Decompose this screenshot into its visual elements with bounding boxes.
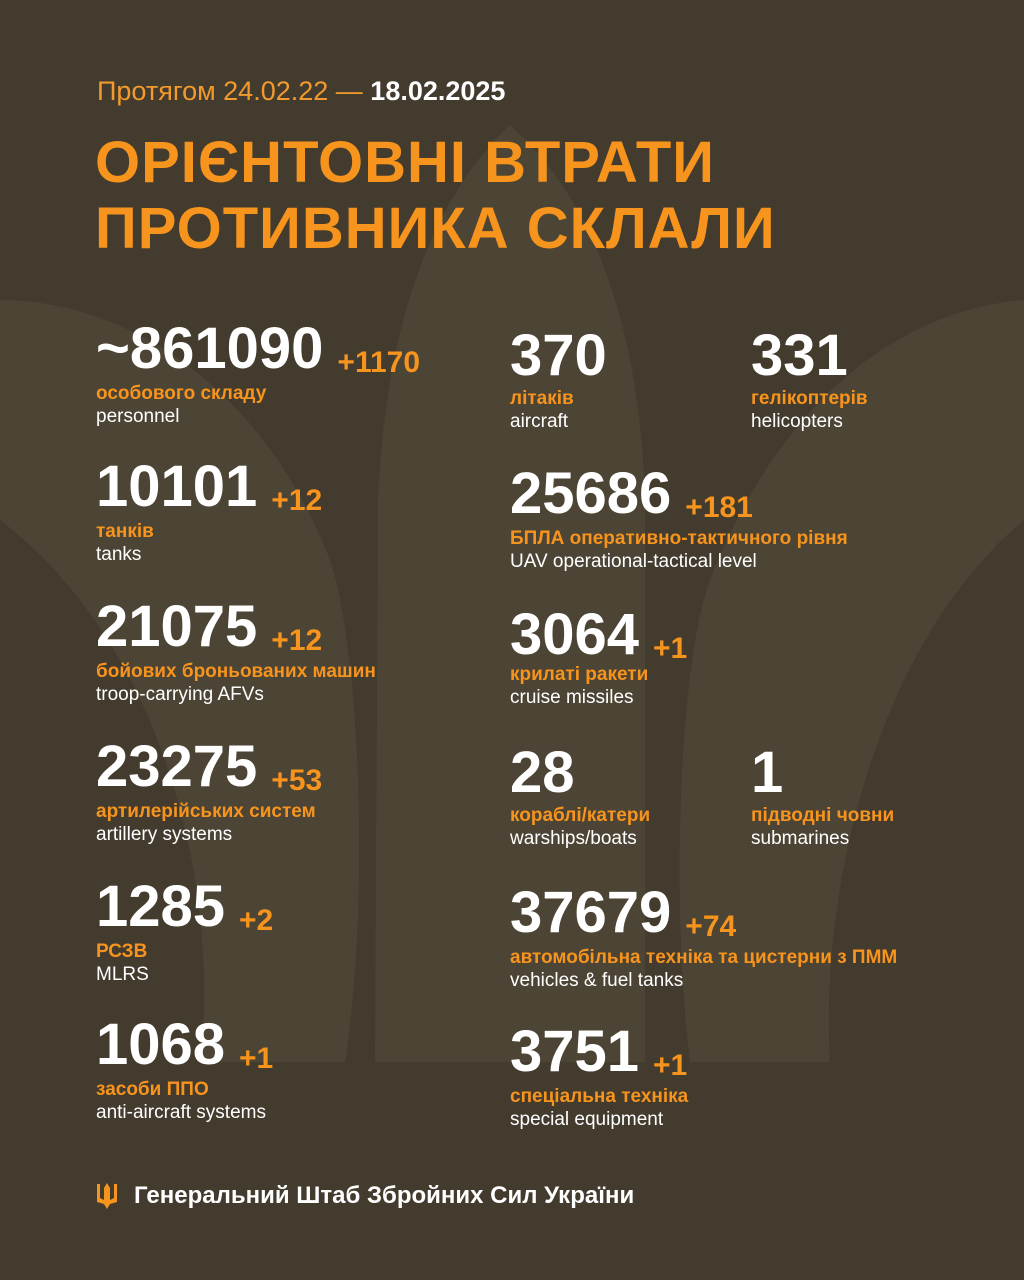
stat-delta: +2 [239, 904, 274, 937]
stat-label-en: vehicles & fuel tanks [510, 970, 684, 991]
stat-value: 25686 [510, 461, 672, 526]
stat-warships: 28 кораблі/катери warships/boats [510, 744, 650, 851]
stat-label-en: artillery systems [96, 824, 233, 845]
stat-label-en: cruise missiles [510, 687, 634, 708]
stat-label-ua: кораблі/катери [510, 805, 651, 826]
stat-submarines: 1 підводні човни submarines [751, 744, 894, 851]
stat-delta: +74 [685, 910, 737, 943]
stat-label-en: tanks [96, 544, 142, 565]
stat-afv: 21075 +12 бойових броньованих машин troop-c… [96, 598, 376, 707]
stat-value: 1068 [96, 1012, 226, 1077]
footer: Генеральний Штаб Збройних Сил України [96, 1182, 634, 1210]
stat-artillery: 23275 +53 артилерійських систем artillery s… [96, 738, 322, 847]
title-line-1: ОРІЄНТОВНІ ВТРАТИ [95, 130, 715, 195]
stat-label-ua: засоби ППО [96, 1079, 209, 1100]
stat-label-ua: танків [96, 521, 154, 542]
stat-delta: +12 [271, 624, 323, 657]
stat-mlrs: 1285 +2 РСЗВ MLRS [96, 878, 273, 987]
title-line-2: ПРОТИВНИКА СКЛАЛИ [95, 196, 776, 261]
stat-helicopters: 331 гелікоптерів helicopters [751, 327, 868, 434]
stat-label-ua: артилерійських систем [96, 801, 316, 822]
stat-cruise-missiles: 3064 +1 крилаті ракети cruise missiles [510, 606, 687, 710]
page-title: ОРІЄНТОВНІ ВТРАТИ ПРОТИВНИКА СКЛАЛИ [95, 130, 776, 262]
stat-value: 370 [510, 323, 607, 388]
stat-label-ua: автомобільна техніка та цистерни з ПММ [510, 947, 898, 968]
trident-icon [97, 1183, 117, 1209]
stat-delta: +1170 [337, 346, 421, 379]
stat-delta: +1 [653, 632, 688, 665]
stat-value: 3064 [510, 602, 640, 667]
stat-label-en: helicopters [751, 411, 843, 432]
stat-delta: +1 [653, 1049, 688, 1082]
stat-label-en: special equipment [510, 1109, 664, 1130]
stat-label-ua: РСЗВ [96, 941, 148, 962]
stat-value: 1285 [96, 874, 226, 939]
stat-value: 331 [751, 323, 848, 388]
period-subtitle: Протягом 24.02.22 — 18.02.2025 [97, 76, 505, 107]
stat-anti-aircraft: 1068 +1 засоби ППО anti-aircraft systems [96, 1016, 273, 1125]
stat-tanks: 10101 +12 танків tanks [96, 458, 322, 567]
stat-label-ua: БПЛА оперативно-тактичного рівня [510, 528, 848, 549]
stat-label-ua: спеціальна техніка [510, 1086, 689, 1107]
stat-label-en: troop-carrying AFVs [96, 684, 264, 705]
stat-label-en: anti-aircraft systems [96, 1102, 266, 1123]
stat-label-en: MLRS [96, 964, 149, 985]
stat-delta: +181 [685, 491, 753, 524]
stat-special-equipment: 3751 +1 спеціальна техніка special equipmen… [510, 1023, 688, 1132]
stat-value: 10101 [96, 454, 258, 519]
stat-label-en: submarines [751, 828, 850, 849]
stat-personnel: ~861090 +1170 особового складу personnel [96, 320, 420, 429]
stat-label-en: aircraft [510, 411, 569, 432]
stat-label-ua: підводні човни [751, 805, 895, 826]
period-end: 18.02.2025 [370, 76, 506, 106]
period-start: Протягом 24.02.22 — [97, 76, 363, 106]
stat-aircraft: 370 літаків aircraft [510, 327, 607, 434]
stat-value: 1 [751, 740, 784, 805]
stat-vehicles: 37679 +74 автомобільна техніка та цистерни… [510, 884, 897, 993]
stat-delta: +1 [239, 1042, 274, 1075]
stat-label-en: personnel [96, 406, 180, 427]
stat-delta: +53 [271, 764, 323, 797]
stat-delta: +12 [271, 484, 323, 517]
stat-uav: 25686 +181 БПЛА оперативно-тактичного рівн… [510, 465, 848, 574]
stat-value: 23275 [96, 734, 258, 799]
stat-label-en: warships/boats [510, 828, 637, 849]
footer-text: Генеральний Штаб Збройних Сил України [134, 1182, 635, 1209]
stat-label-ua: особового складу [96, 383, 267, 404]
stat-value: 37679 [510, 880, 672, 945]
stat-label-en: UAV operational-tactical level [510, 551, 757, 572]
stat-value: 3751 [510, 1019, 640, 1084]
stat-value: ~861090 [96, 316, 324, 381]
stat-label-ua: бойових броньованих машин [96, 661, 376, 682]
stat-value: 21075 [96, 594, 258, 659]
stat-label-ua: гелікоптерів [751, 388, 868, 409]
stat-label-ua: літаків [510, 388, 574, 409]
stat-label-ua: крилаті ракети [510, 664, 649, 685]
stat-value: 28 [510, 740, 575, 805]
